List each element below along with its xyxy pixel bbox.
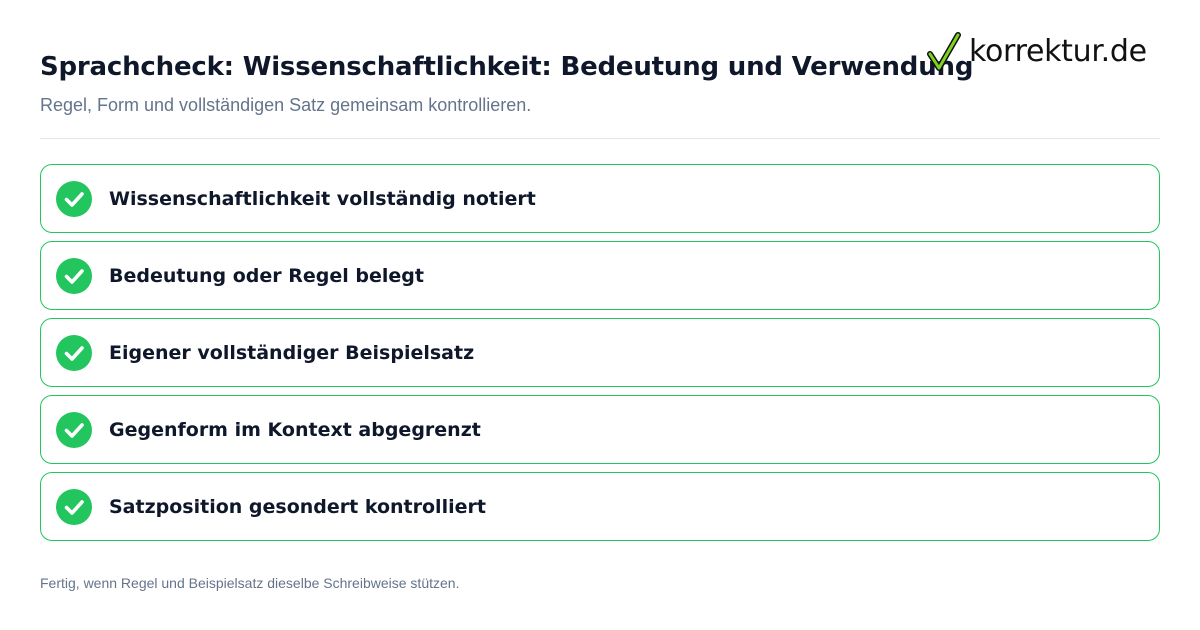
checklist-item-label: Bedeutung oder Regel belegt — [109, 264, 424, 287]
header-divider — [40, 138, 1160, 139]
checklist-item-label: Gegenform im Kontext abgegrenzt — [109, 418, 481, 441]
check-circle-icon — [56, 257, 92, 294]
checklist-item: Wissenschaftlichkeit vollständig notiert — [40, 164, 1160, 233]
footer-note: Fertig, wenn Regel und Beispielsatz dies… — [40, 575, 460, 591]
checklist-item-label: Satzposition gesondert kontrolliert — [109, 495, 486, 518]
page-subtitle: Regel, Form und vollständigen Satz gemei… — [40, 95, 532, 115]
check-circle-icon — [56, 334, 92, 371]
logo-text: korrektur.de — [969, 34, 1147, 69]
checklist: Wissenschaftlichkeit vollständig notiert… — [40, 164, 1160, 549]
checklist-item-label: Wissenschaftlichkeit vollständig notiert — [109, 187, 536, 210]
checkmark-icon — [927, 32, 961, 71]
check-circle-icon — [56, 488, 92, 525]
page-header: Sprachcheck: Wissenschaftlichkeit: Bedeu… — [40, 50, 974, 116]
checklist-item: Eigener vollständiger Beispielsatz — [40, 318, 1160, 387]
checklist-item-label: Eigener vollständiger Beispielsatz — [109, 341, 475, 364]
checklist-item: Gegenform im Kontext abgegrenzt — [40, 395, 1160, 464]
checklist-item: Bedeutung oder Regel belegt — [40, 241, 1160, 310]
korrektur-logo[interactable]: korrektur.de — [927, 30, 1147, 74]
checklist-item: Satzposition gesondert kontrolliert — [40, 472, 1160, 541]
page-title: Sprachcheck: Wissenschaftlichkeit: Bedeu… — [40, 52, 974, 82]
check-circle-icon — [56, 411, 92, 448]
check-circle-icon — [56, 180, 92, 217]
